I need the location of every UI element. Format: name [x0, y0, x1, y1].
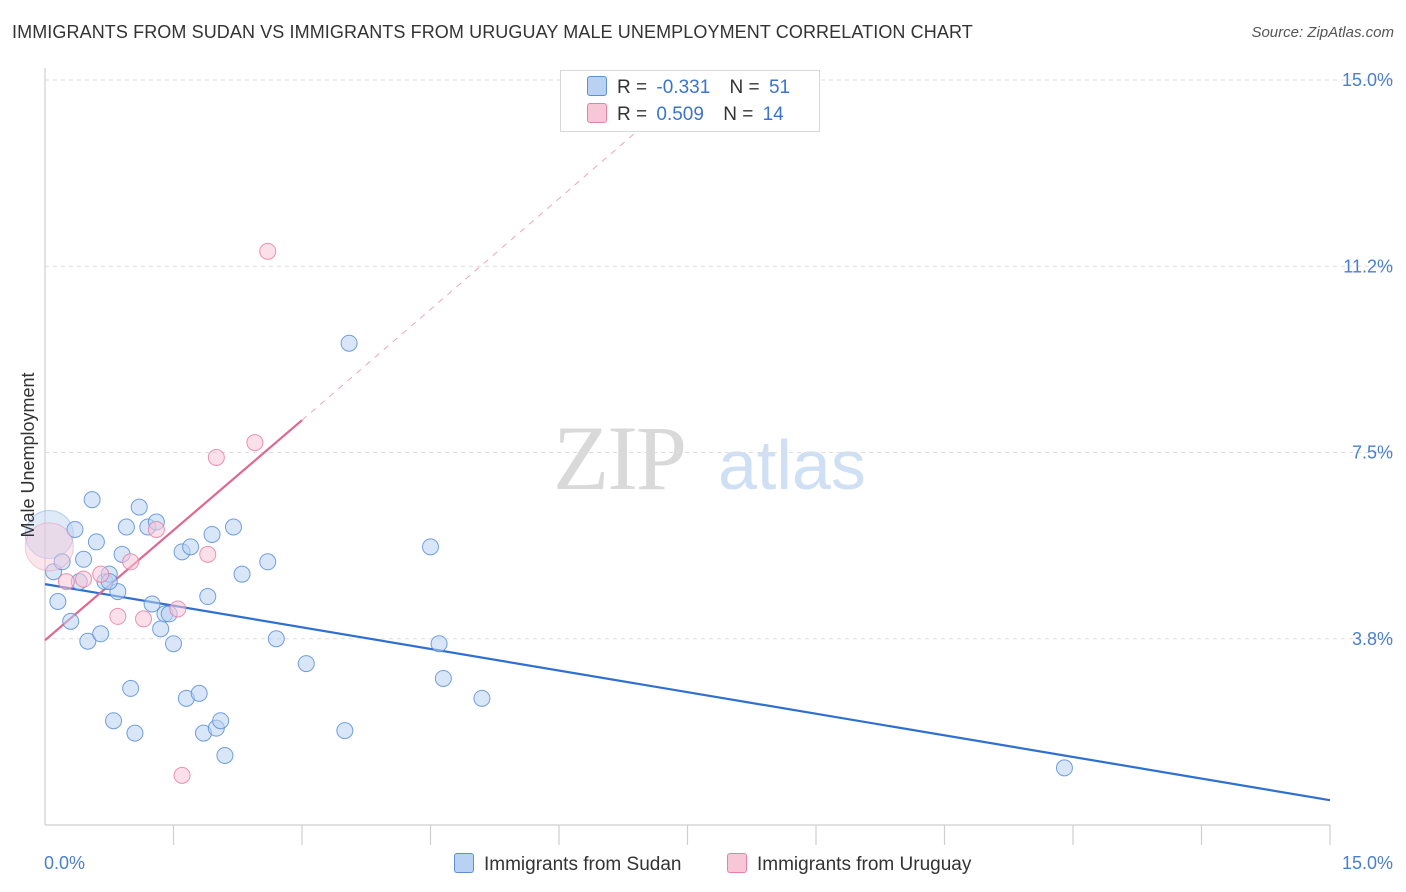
sudan-trend-line [44, 583, 1331, 802]
uruguay-point [246, 434, 264, 452]
uruguay-point [75, 570, 93, 588]
uruguay-point [173, 766, 191, 784]
sudan-point [267, 630, 285, 648]
sudan-swatch [587, 76, 607, 96]
sudan-point [53, 553, 71, 571]
uruguay-point [147, 520, 165, 538]
axis-labels: 3.8% 7.5% 11.2% 15.0% 0.0% 15.0% Male Unemploy… [18, 70, 1393, 873]
uruguay-trend-extension [301, 124, 645, 421]
sudan-point [233, 565, 251, 583]
sudan-legend-label: Immigrants from Sudan [484, 854, 682, 875]
uruguay-trend-line [44, 419, 303, 642]
sudan-point [165, 635, 182, 653]
sudan-point [75, 550, 93, 568]
sudan-n-value: 51 [768, 77, 791, 98]
trend-lines [44, 124, 1331, 802]
uruguay-point [57, 573, 75, 591]
axes [44, 68, 1331, 845]
watermark-atlas: atlas [718, 426, 866, 504]
y-tick-label: 7.5% [1352, 443, 1393, 463]
sudan-point [434, 669, 452, 687]
sudan-point [340, 334, 358, 352]
sudan-point [212, 712, 230, 730]
sudan-point [66, 520, 84, 538]
uruguay-r-label: R = [617, 104, 648, 125]
sudan-point [143, 595, 161, 613]
sudan-point [79, 632, 97, 650]
sudan-point [203, 525, 221, 543]
sudan-point [422, 538, 439, 556]
legend-item-sudan[interactable]: Immigrants from Sudan [454, 853, 681, 876]
sudan-point [199, 588, 217, 606]
sudan-point [92, 625, 110, 643]
sudan-point [152, 620, 170, 638]
sudan-point [117, 518, 135, 536]
sudan-point [216, 746, 234, 764]
uruguay-point [207, 448, 225, 466]
y-tick-label: 15.0% [1342, 70, 1393, 90]
uruguay-point [24, 522, 74, 572]
legend-row-uruguay: R = 0.509 N = 14 [587, 103, 784, 125]
uruguay-swatch [587, 103, 607, 123]
uruguay-point [109, 607, 127, 625]
grid-lines [45, 79, 1395, 640]
legend-row-sudan: R = -0.331 N = 51 [587, 76, 790, 98]
uruguay-r-value: 0.509 [656, 104, 704, 125]
sudan-legend-swatch [454, 853, 474, 873]
uruguay-point [259, 242, 277, 260]
uruguay-point [122, 553, 140, 571]
legend-item-uruguay[interactable]: Immigrants from Uruguay [727, 853, 971, 876]
uruguay-n-label: N = [723, 104, 754, 125]
uruguay-point [135, 610, 153, 628]
y-axis-title: Male Unemployment [18, 372, 38, 537]
sudan-n-label: N = [729, 77, 760, 98]
sudan-point [49, 593, 67, 610]
sudan-point [473, 689, 491, 707]
x-tick-label-start: 0.0% [44, 853, 85, 873]
correlation-legend: R = -0.331 N = 51 R = 0.509 N = 14 [560, 70, 820, 132]
y-tick-label: 11.2% [1343, 256, 1393, 276]
sudan-point [224, 518, 242, 536]
sudan-point [430, 635, 448, 653]
sudan-point [1055, 759, 1073, 777]
sudan-point [259, 553, 277, 571]
uruguay-legend-label: Immigrants from Uruguay [757, 854, 972, 875]
sudan-point [182, 538, 200, 556]
uruguay-point [199, 545, 217, 563]
sudan-point [130, 498, 148, 516]
chart-title: IMMIGRANTS FROM SUDAN VS IMMIGRANTS FROM… [12, 22, 973, 42]
watermark-zip: ZIP [553, 407, 687, 509]
sudan-point [62, 612, 80, 630]
uruguay-point [169, 600, 187, 618]
x-tick-label-end: 15.0% [1342, 853, 1393, 873]
uruguay-n-value: 14 [762, 104, 784, 125]
source-label: Source: ZipAtlas.com [1251, 24, 1394, 41]
sudan-point [105, 712, 123, 730]
y-tick-label: 3.8% [1352, 629, 1393, 649]
sudan-point [126, 724, 144, 742]
sudan-r-label: R = [617, 77, 648, 98]
sudan-point [87, 533, 105, 551]
sudan-point [190, 684, 208, 702]
sudan-point [297, 655, 315, 673]
sudan-point [336, 722, 354, 740]
sudan-r-value: -0.331 [656, 77, 711, 98]
sudan-point [122, 679, 140, 697]
uruguay-legend-swatch [727, 853, 747, 873]
data-points [24, 242, 1073, 784]
sudan-point [83, 491, 101, 509]
uruguay-point [92, 565, 110, 583]
